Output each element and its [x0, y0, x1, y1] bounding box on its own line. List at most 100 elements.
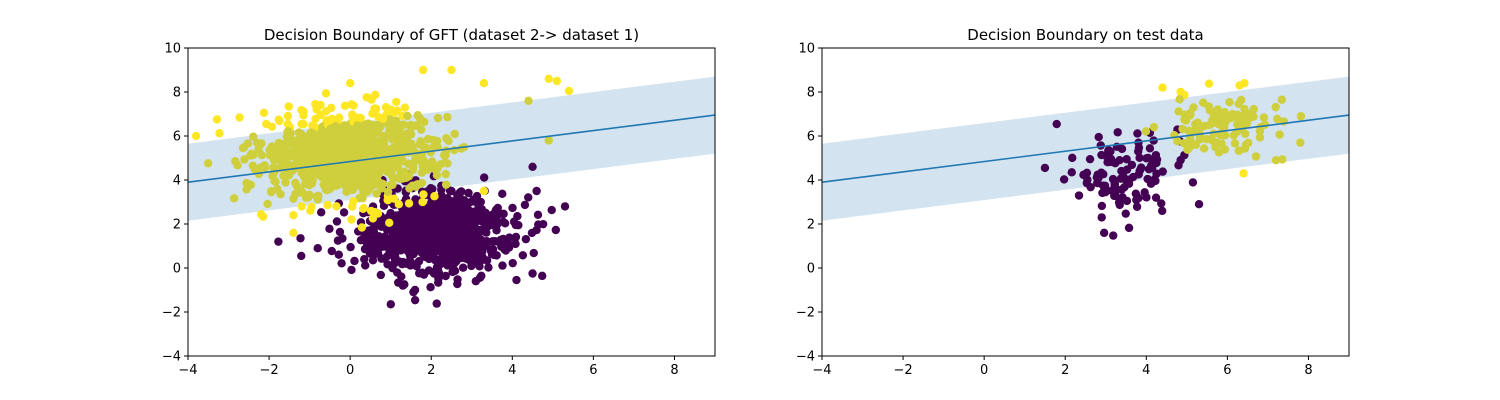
left-scatter-point — [347, 215, 356, 224]
right-scatter-point — [1176, 87, 1185, 97]
left-scatter-point — [383, 187, 393, 196]
left-scatter-point — [432, 299, 441, 308]
left-scatter-point — [460, 196, 469, 205]
left-scatter-point — [394, 243, 403, 253]
left-scatter-point — [295, 146, 304, 155]
left-x-tick-label: 8 — [670, 363, 678, 378]
left-scatter-point — [321, 89, 331, 98]
left-scatter-point — [366, 141, 376, 150]
right-x-tick-label: 0 — [980, 363, 988, 378]
left-scatter-point — [284, 102, 293, 111]
left-scatter-point — [453, 275, 462, 284]
left-scatter-point — [398, 281, 408, 290]
left-scatter-point — [299, 119, 308, 129]
left-scatter-point — [445, 186, 455, 195]
left-scatter-point — [285, 161, 294, 170]
left-scatter-point — [424, 251, 434, 260]
left-scatter-point — [389, 194, 399, 203]
left-scatter-point — [314, 170, 323, 179]
left-scatter-point — [552, 76, 562, 86]
left-y-tick-label: −2 — [162, 306, 181, 321]
left-scatter-point — [436, 204, 445, 214]
left-scatter-point — [528, 269, 537, 278]
left-scatter-point — [366, 206, 376, 216]
left-scatter-point — [327, 246, 336, 256]
left-scatter-point — [400, 103, 410, 112]
left-scatter-point — [398, 212, 407, 222]
left-y-tick-label: −4 — [162, 350, 181, 365]
left-scatter-point — [528, 162, 537, 171]
left-scatter-point — [385, 218, 394, 227]
left-scatter-point — [503, 238, 512, 247]
left-decision-boundary-line — [188, 114, 715, 183]
left-scatter-point — [314, 152, 323, 162]
left-scatter-point — [393, 132, 403, 141]
right-scatter-point — [1067, 168, 1076, 177]
left-scatter-point — [470, 249, 479, 258]
left-scatter-point — [464, 188, 473, 198]
left-scatter-point — [404, 148, 413, 157]
left-scatter-point — [484, 263, 493, 272]
left-y-tick-label: 6 — [173, 130, 181, 145]
left-scatter-point — [509, 217, 519, 226]
right-scatter-point — [1111, 189, 1120, 198]
left-scatter-point — [336, 164, 345, 173]
left-scatter-point — [344, 131, 354, 140]
right-scatter-point — [1214, 148, 1224, 157]
right-scatter-point — [1149, 122, 1159, 132]
right-scatter-point — [1094, 173, 1103, 183]
right-scatter-point — [1097, 213, 1106, 222]
right-scatter-point — [1235, 81, 1244, 90]
right-scatter-point — [1241, 140, 1251, 150]
left-scatter-point — [441, 169, 450, 179]
left-scatter-point — [479, 79, 489, 88]
right-scatter-point — [1184, 126, 1194, 136]
right-scatter-point — [1040, 163, 1050, 173]
right-scatter-point — [1255, 133, 1265, 142]
left-scatter-point — [396, 170, 405, 180]
left-scatter-point — [252, 138, 262, 148]
right-scatter-point — [1140, 188, 1149, 197]
left-scatter-point — [300, 174, 310, 183]
left-scatter-point — [412, 121, 422, 130]
right-scatter-point — [1151, 193, 1161, 202]
right-scatter-point — [1273, 114, 1282, 124]
right-y-tick-label: 8 — [807, 86, 815, 101]
left-scatter-point — [518, 251, 528, 260]
right-scatter-point — [1074, 191, 1084, 200]
left-scatter-point — [229, 194, 239, 203]
left-scatter-point — [374, 232, 384, 241]
left-scatter-point — [362, 93, 371, 102]
left-scatter-point — [317, 126, 326, 136]
right-scatter-point — [1099, 228, 1109, 238]
left-scatter-point — [369, 107, 379, 116]
left-scatter-point — [376, 222, 386, 231]
left-scatter-point — [453, 191, 462, 200]
left-scatter-point — [393, 142, 403, 151]
right-scatter-point — [1234, 146, 1244, 155]
left-scatter-point — [203, 159, 213, 168]
right-scatter-point — [1135, 166, 1144, 176]
left-scatter-point — [249, 132, 258, 141]
right-scatter-point — [1052, 119, 1061, 129]
left-scatter-point — [345, 79, 355, 88]
left-scatter-point — [368, 256, 378, 265]
left-scatter-point — [377, 254, 386, 263]
left-scatter-point — [448, 204, 457, 213]
left-scatter-point — [262, 119, 271, 129]
right-x-tick-label: −2 — [893, 363, 912, 378]
left-scatter-point — [372, 189, 381, 198]
left-scatter-point — [404, 199, 414, 208]
left-scatter-point — [450, 129, 459, 139]
left-scatter-point — [357, 223, 367, 232]
right-scatter-point — [1151, 150, 1161, 160]
right-scatter-point — [1082, 168, 1092, 178]
right-axes: −4 −2 0 2 4 6 8 −4 −2 0 2 4 6 8 10 — [796, 42, 1350, 378]
left-scatter-point — [458, 263, 468, 272]
left-scatter-point — [312, 192, 321, 201]
left-scatter-point — [388, 173, 398, 183]
left-scatter-point — [385, 126, 394, 136]
right-scatter-point — [1191, 119, 1200, 129]
right-scatter-point — [1134, 193, 1143, 203]
right-decision-boundary-line — [822, 114, 1349, 183]
